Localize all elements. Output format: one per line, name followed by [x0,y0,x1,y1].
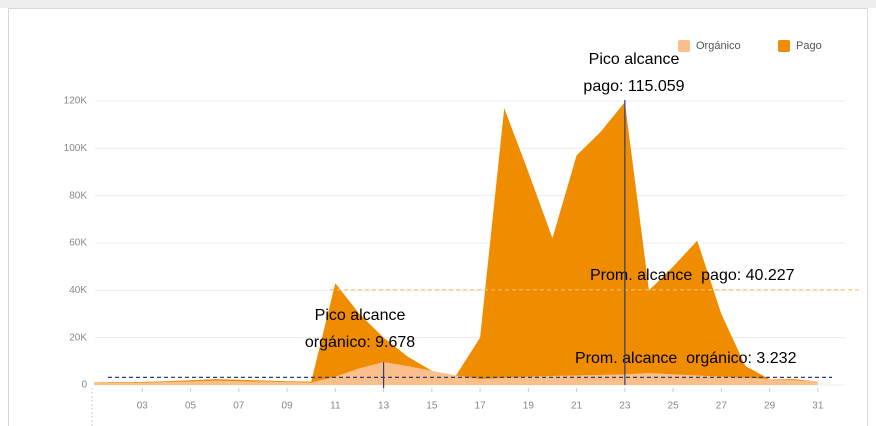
y-tick-label: 0 [81,380,87,391]
legend-swatch [678,40,690,52]
x-tick-label: 17 [475,401,487,412]
annotation-text: Pico alcance [315,307,406,324]
x-tick-label: 29 [764,401,776,412]
x-tick-label: 15 [426,401,438,412]
annotation-text: pago: 115.059 [583,78,684,95]
legend-swatch [778,40,790,52]
area [94,362,818,385]
annotation-text: orgánico: 9.678 [305,334,415,351]
x-tick-label: 31 [812,401,824,412]
x-tick-label: 07 [233,401,245,412]
legend-label: Orgánico [696,40,741,52]
annotation-text: Prom. alcance pago: 40.227 [590,267,795,284]
x-tick-label: 27 [716,401,728,412]
legend-label: Pago [796,40,822,52]
y-tick-label: 120K [64,96,88,107]
y-tick-label: 80K [69,190,87,201]
x-tick-label: 23 [619,401,631,412]
y-tick-label: 100K [64,143,88,154]
x-tick-label: 13 [378,401,390,412]
y-tick-label: 40K [69,285,87,296]
top-band [0,0,876,8]
y-tick-label: 20K [69,332,87,343]
area [94,102,818,384]
x-tick-label: 11 [330,401,341,412]
y-tick-label: 60K [69,238,87,249]
x-tick-label: 25 [668,401,680,412]
x-tick-label: 09 [282,401,294,412]
x-tick-label: 03 [137,401,149,412]
annotation-text: Pico alcance [589,51,680,68]
x-tick-label: 05 [185,401,197,412]
x-tick-label: 19 [523,401,535,412]
annotation-text: Prom. alcance orgánico: 3.232 [575,350,797,367]
x-tick-label: 21 [571,401,583,412]
